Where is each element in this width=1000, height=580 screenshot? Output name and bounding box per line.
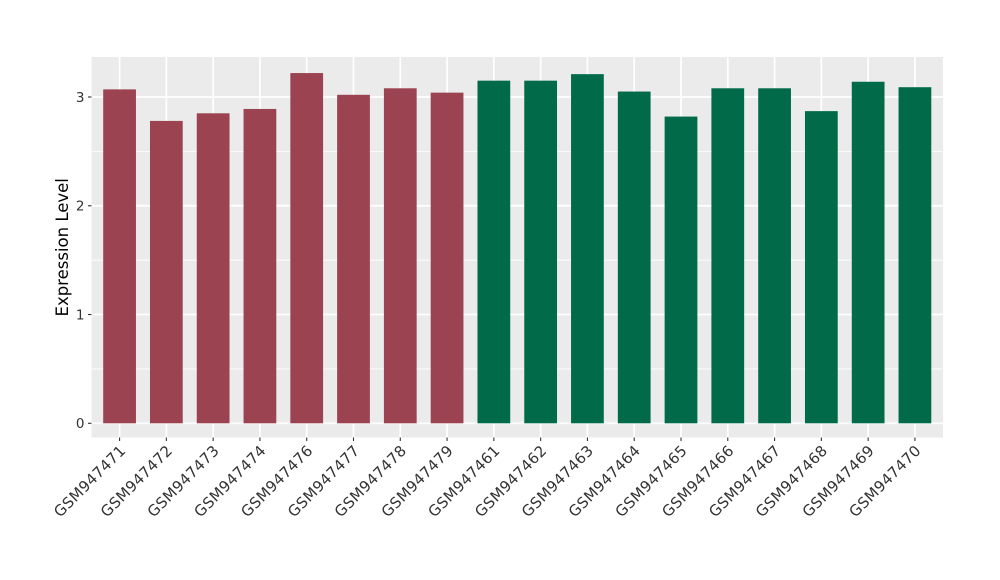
bar-GSM947478	[383, 88, 417, 424]
bar-GSM947471	[103, 89, 136, 424]
y-tick-label: 1	[76, 307, 85, 323]
bar-GSM947465	[664, 116, 698, 424]
bar-GSM947461	[477, 80, 511, 424]
bar-GSM947477	[337, 94, 370, 424]
bar-GSM947474	[243, 108, 277, 424]
plot-panel	[91, 57, 943, 438]
bar-GSM947472	[149, 120, 183, 424]
bar-GSM947462	[524, 80, 558, 424]
bar-GSM947467	[758, 88, 791, 424]
y-axis-title: Expression Level	[53, 178, 72, 316]
bar-GSM947473	[196, 113, 230, 424]
y-tick-label: 2	[76, 199, 85, 215]
bar-GSM947470	[898, 87, 932, 424]
bar-GSM947469	[851, 81, 885, 424]
bar-GSM947463	[571, 74, 604, 424]
bar-GSM947468	[804, 111, 838, 424]
y-tick-label: 0	[76, 416, 85, 432]
y-tick-label: 3	[76, 90, 85, 106]
bar-GSM947466	[711, 88, 745, 424]
bar-GSM947479	[430, 92, 464, 424]
bar-GSM947464	[617, 91, 651, 424]
bar-GSM947476	[290, 73, 324, 424]
